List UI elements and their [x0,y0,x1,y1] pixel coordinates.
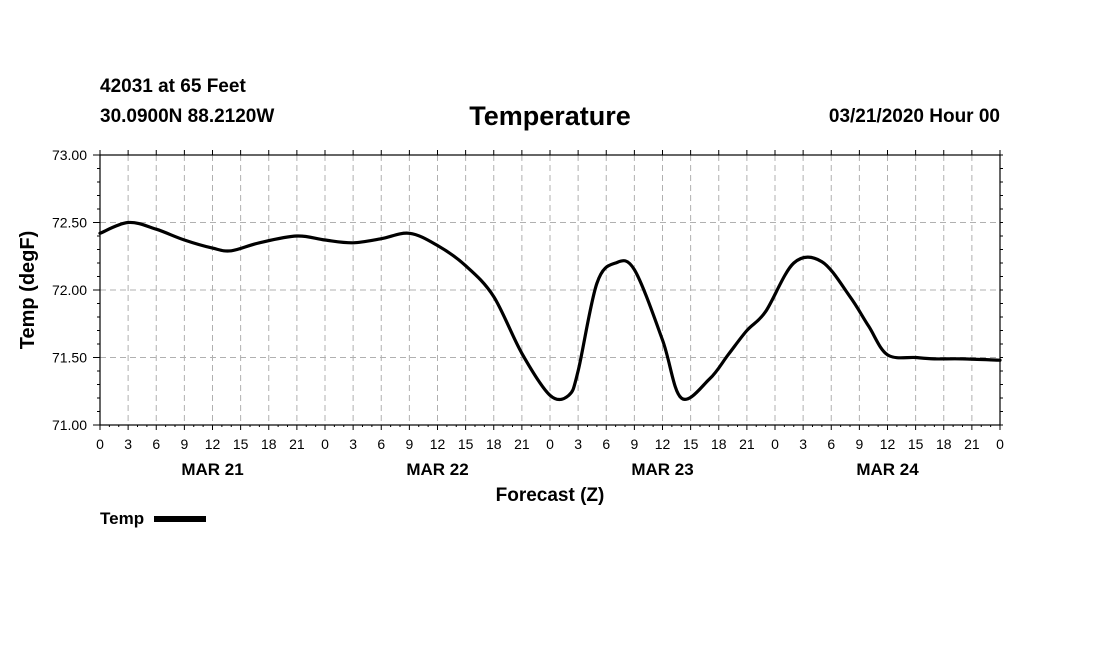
x-tick-label: 3 [124,436,132,452]
x-tick-label: 15 [683,436,699,452]
x-tick-label: 12 [655,436,671,452]
legend-label: Temp [100,509,145,528]
x-tick-label: 3 [799,436,807,452]
day-label: MAR 22 [406,460,468,479]
x-tick-label: 9 [405,436,413,452]
x-tick-label: 9 [180,436,188,452]
x-tick-label: 6 [602,436,610,452]
station-coordinates: 30.0900N 88.2120W [100,106,275,127]
x-tick-label: 12 [430,436,446,452]
x-tick-label: 21 [514,436,530,452]
x-tick-label: 18 [261,436,277,452]
x-tick-label: 18 [486,436,502,452]
x-tick-label: 21 [739,436,755,452]
x-tick-label: 18 [711,436,727,452]
y-tick-label: 73.00 [52,147,87,163]
x-tick-label: 12 [205,436,221,452]
x-tick-label: 0 [321,436,329,452]
x-tick-label: 18 [936,436,952,452]
x-tick-label: 0 [96,436,104,452]
x-tick-label: 3 [349,436,357,452]
x-tick-label: 12 [880,436,896,452]
series-layer [98,220,1002,402]
axes: 71.00 71.50 72.00 72.50 73.00 0 3 6 9 12 15 18 21 0 3 6… [52,147,1004,479]
x-tick-label: 9 [855,436,863,452]
legend-swatch [154,516,207,522]
temp-series-line [98,220,1002,402]
x-tick-label: 6 [377,436,385,452]
x-tick-label: 15 [908,436,924,452]
day-label: MAR 23 [631,460,693,479]
x-tick-label: 6 [152,436,160,452]
y-tick-label: 72.50 [52,215,87,231]
forecast-date: 03/21/2020 Hour 00 [828,106,1000,127]
x-tick-label: 0 [546,436,554,452]
day-label: MAR 24 [856,460,919,479]
x-tick-label: 3 [574,436,582,452]
x-tick-label: 6 [827,436,835,452]
legend: Temp [100,509,207,529]
x-tick-label: 0 [771,436,779,452]
x-tick-label: 21 [964,436,980,452]
y-axis-label: Temp (degF) [17,231,39,350]
day-label: MAR 21 [181,460,243,479]
y-tick-label: 71.50 [52,350,87,366]
station-label: 42031 at 65 Feet [100,76,246,97]
x-tick-label: 9 [630,436,638,452]
y-tick-label: 72.00 [52,282,87,298]
chart-title: Temperature [469,101,631,131]
y-tick-label: 71.00 [52,417,87,433]
x-tick-label: 0 [996,436,1004,452]
x-tick-label: 15 [233,436,249,452]
x-tick-label: 21 [289,436,305,452]
grid [100,155,1000,425]
x-axis-label: Forecast (Z) [496,485,605,506]
x-tick-label: 15 [458,436,474,452]
